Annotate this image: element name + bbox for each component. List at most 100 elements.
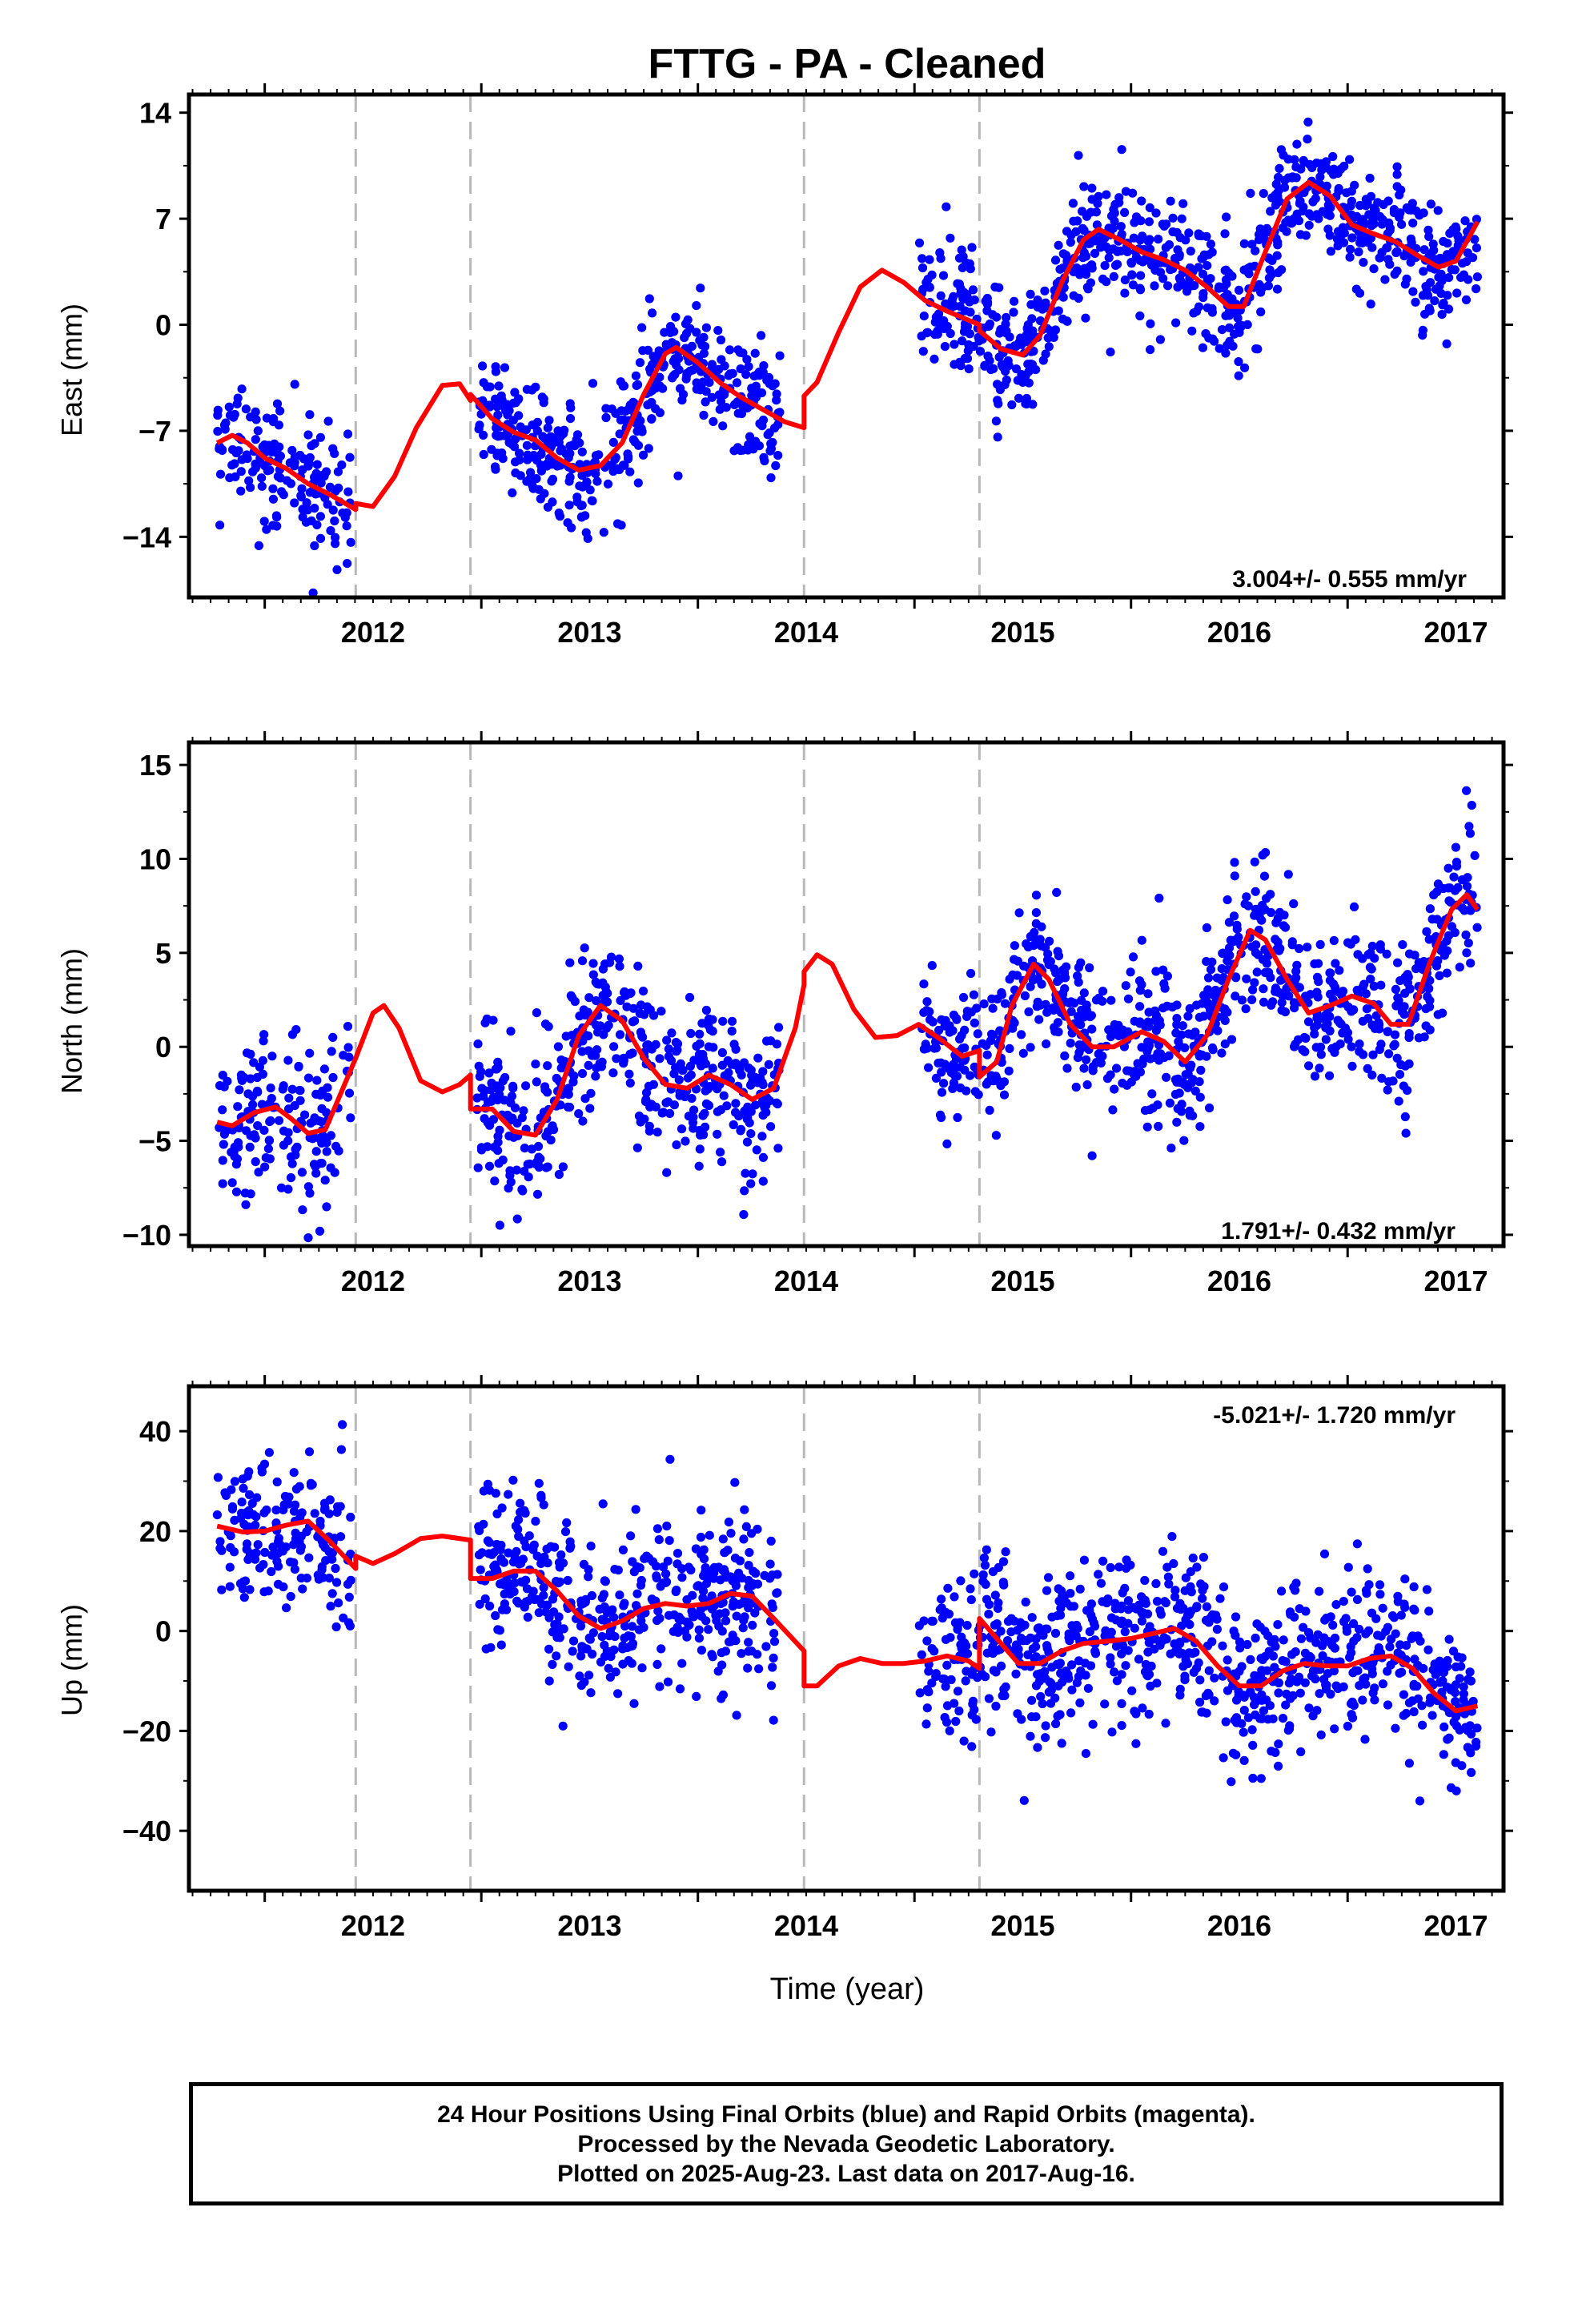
north-data-point <box>493 1137 503 1147</box>
up-data-point <box>915 1688 925 1698</box>
east-data-point <box>338 509 347 518</box>
up-data-point <box>586 1542 596 1551</box>
north-data-point <box>1060 984 1070 994</box>
east-data-point <box>1206 239 1215 249</box>
up-data-point <box>344 1592 354 1602</box>
up-data-point <box>769 1653 778 1663</box>
east-data-point <box>707 360 717 369</box>
north-data-point <box>577 1068 588 1079</box>
up-data-point <box>1396 1610 1406 1620</box>
east-data-point <box>1240 363 1250 372</box>
north-data-point <box>234 1142 243 1152</box>
north-data-point <box>315 1226 325 1236</box>
north-data-point <box>1347 1042 1356 1051</box>
north-data-point <box>1205 1103 1215 1113</box>
north-data-point <box>592 1063 601 1073</box>
up-data-point <box>694 1634 705 1643</box>
north-data-point <box>305 1188 315 1198</box>
north-data-point <box>672 1140 681 1150</box>
east-data-point <box>608 466 618 476</box>
north-data-point <box>1195 1092 1205 1102</box>
north-data-point <box>1014 908 1024 918</box>
up-data-point <box>584 1572 593 1582</box>
up-data-point <box>1210 1696 1219 1706</box>
up-data-point <box>302 1574 311 1583</box>
north-data-point <box>1026 931 1035 942</box>
north-data-point <box>624 1069 634 1079</box>
north-data-point <box>286 1152 296 1162</box>
up-data-point <box>938 1613 947 1623</box>
up-data-point <box>718 1534 728 1544</box>
north-data-point <box>1183 1011 1193 1021</box>
north-data-point <box>344 1088 355 1098</box>
east-data-point <box>251 459 260 469</box>
up-data-point <box>554 1612 564 1622</box>
north-data-point <box>1186 1060 1196 1070</box>
north-data-point <box>1384 1049 1394 1059</box>
north-data-point <box>556 1063 566 1073</box>
east-data-point <box>934 309 944 319</box>
up-data-point <box>613 1689 623 1699</box>
east-data-point <box>532 474 541 484</box>
east-data-point <box>1135 285 1146 295</box>
east-xtick-label: 2012 <box>341 616 405 649</box>
east-data-point <box>647 397 656 408</box>
up-data-point <box>1415 1636 1425 1646</box>
east-data-point <box>1145 203 1154 212</box>
north-data-point <box>1259 997 1269 1007</box>
east-data-point <box>718 421 728 431</box>
north-data-point <box>1086 1011 1096 1020</box>
north-data-point <box>758 1152 769 1162</box>
north-data-point <box>1211 985 1220 995</box>
up-data-point <box>332 1578 342 1587</box>
up-data-point <box>769 1715 778 1725</box>
east-data-point <box>1155 335 1165 344</box>
up-data-point <box>1316 1730 1326 1739</box>
north-data-point <box>1260 967 1270 978</box>
north-ytick-label: 10 <box>139 843 171 876</box>
up-data-point <box>1274 1678 1283 1688</box>
north-data-point <box>298 1205 307 1215</box>
up-data-point <box>1465 1667 1475 1677</box>
up-data-point <box>550 1620 560 1630</box>
up-data-point <box>675 1684 685 1694</box>
up-data-point <box>1195 1675 1205 1685</box>
east-data-point <box>526 468 536 477</box>
up-data-point <box>1098 1556 1108 1566</box>
up-data-point <box>596 1657 606 1667</box>
east-data-point <box>261 443 271 452</box>
east-data-point <box>1295 230 1305 239</box>
north-data-point <box>1325 1071 1335 1080</box>
up-data-point <box>267 1550 277 1560</box>
up-data-point <box>1439 1750 1448 1759</box>
north-data-point <box>1041 943 1050 952</box>
up-data-point <box>1339 1597 1348 1606</box>
east-data-point <box>307 516 316 526</box>
east-data-point <box>251 407 260 416</box>
north-data-point <box>1154 1015 1164 1025</box>
up-data-point <box>1248 1773 1258 1783</box>
north-data-point <box>758 1080 768 1090</box>
north-data-point <box>700 1108 709 1118</box>
up-data-point <box>1296 1747 1306 1757</box>
north-data-point <box>577 1047 587 1056</box>
north-data-point <box>991 1072 1001 1081</box>
east-data-point <box>1207 247 1217 257</box>
up-data-point <box>226 1531 235 1541</box>
east-data-point <box>1186 247 1195 256</box>
east-data-point <box>671 312 681 322</box>
north-data-point <box>1462 948 1472 958</box>
east-data-point <box>1215 282 1224 292</box>
north-data-point <box>697 1019 707 1028</box>
up-data-point <box>1142 1671 1152 1680</box>
east-data-point <box>1247 239 1257 249</box>
up-data-point <box>1146 1681 1155 1691</box>
north-data-point <box>267 1051 277 1061</box>
north-data-point <box>1055 975 1065 984</box>
east-data-point <box>665 328 675 337</box>
up-data-point <box>1401 1708 1411 1719</box>
up-data-point <box>652 1524 663 1534</box>
north-data-point <box>218 1105 227 1115</box>
east-data-point <box>611 408 620 418</box>
east-data-point <box>918 284 928 294</box>
